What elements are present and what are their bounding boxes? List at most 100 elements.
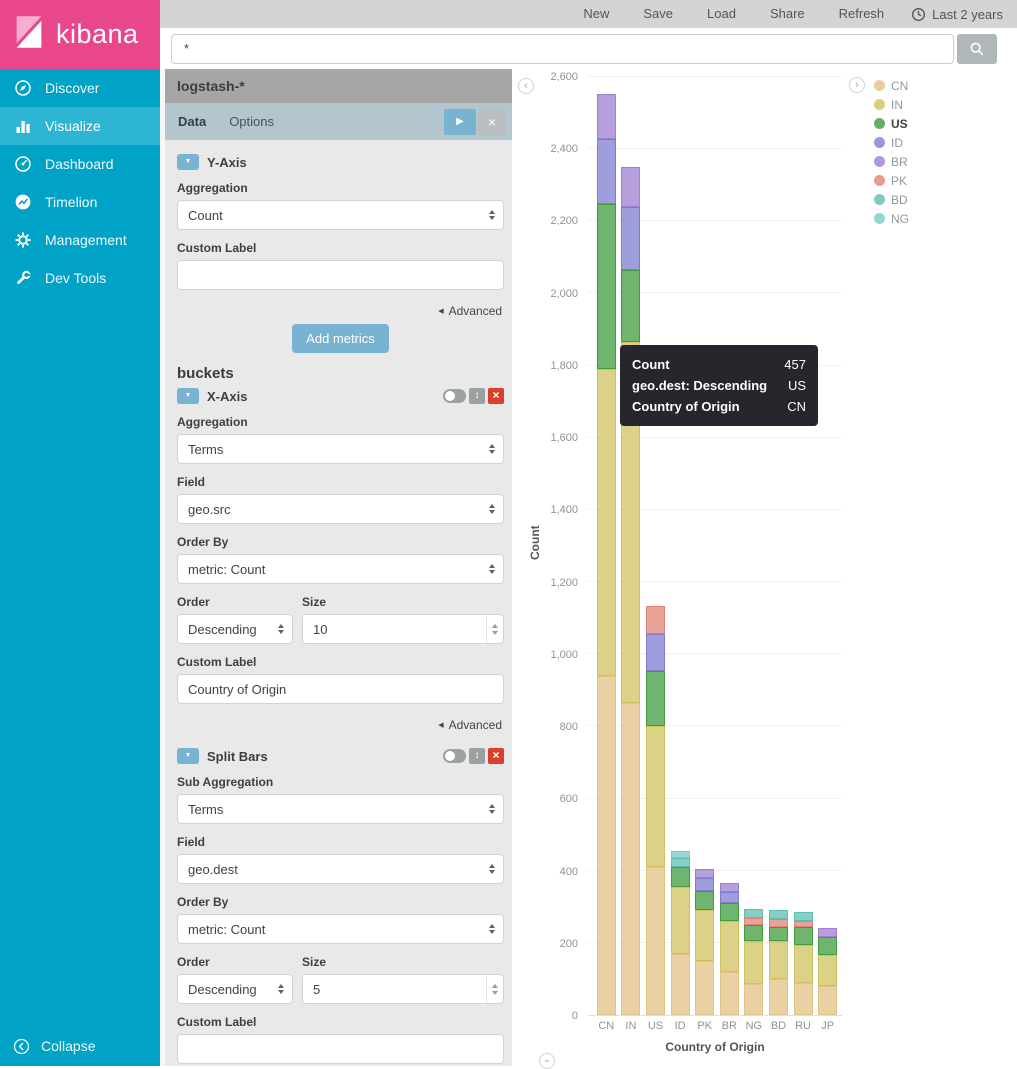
bar-segment-JP-CN[interactable] [818,986,838,1015]
bar-segment-CN-IN[interactable] [596,369,616,676]
bar-segment-RU-BD[interactable] [793,912,813,922]
bar-segment-PK-IN[interactable] [695,910,715,961]
bar-segment-RU-IN[interactable] [793,944,813,983]
bar-segment-PK-BR[interactable] [695,868,715,878]
split-bars-custom-label-input[interactable] [177,1034,504,1064]
split-bars-field-select[interactable]: geo.dest [177,854,504,884]
bar-segment-JP-BR[interactable] [818,928,838,938]
x-axis-size-input[interactable] [302,614,504,644]
sidebar-item-management[interactable]: Management [0,221,160,259]
bar-segment-BD-PK[interactable] [768,919,788,927]
sidebar-item-timelion[interactable]: Timelion [0,183,160,221]
bar-segment-CN-BR[interactable] [596,94,616,140]
split-bars-order-select[interactable]: Descending [177,974,293,1004]
bar-segment-NG-PK[interactable] [744,917,764,925]
chevron-down-icon[interactable]: ▼ [177,748,199,764]
bar-segment-ID-CN[interactable] [670,953,690,1015]
discard-changes-button[interactable]: × [478,108,506,135]
bar-segment-ID-IN[interactable] [670,886,690,954]
bar-segment-ID-NG[interactable] [670,850,690,859]
disable-agg-toggle[interactable] [443,389,466,403]
disable-agg-toggle[interactable] [443,749,466,763]
reorder-agg-icon[interactable]: ↕ [469,748,485,764]
search-input[interactable] [171,33,954,64]
bar-segment-ID-US[interactable] [670,867,690,887]
topnav-new[interactable]: New [583,6,610,21]
y-axis-advanced-toggle[interactable]: ◀ Advanced [179,304,502,318]
bar-segment-US-PK[interactable] [645,605,665,635]
legend-item-PK[interactable]: PK [874,171,909,190]
bar-segment-PK-ID[interactable] [695,877,715,891]
number-spinner-icon[interactable] [486,975,503,1003]
x-axis-order-by-select[interactable]: metric: Count [177,554,504,584]
sidebar-item-discover[interactable]: Discover [0,69,160,107]
split-bars-order-by-select[interactable]: metric: Count [177,914,504,944]
legend-item-CN[interactable]: CN [874,76,909,95]
bar-segment-US-CN[interactable] [645,867,665,1015]
collapse-config-chevron[interactable]: ‹ [518,78,534,94]
apply-changes-button[interactable]: ▶ [444,108,476,135]
bar-segment-ID-BD[interactable] [670,858,690,868]
split-bars-aggregation-select[interactable]: Terms [177,794,504,824]
split-bars-size-input[interactable] [302,974,504,1004]
bar-segment-NG-IN[interactable] [744,941,764,985]
legend-collapse-chevron[interactable]: › [849,77,865,93]
bar-segment-US-US[interactable] [645,670,665,727]
kibana-logo[interactable]: kibana [0,0,160,69]
bar-segment-BR-ID[interactable] [719,892,739,904]
x-axis-aggregation-select[interactable]: Terms [177,434,504,464]
legend-item-ID[interactable]: ID [874,133,909,152]
x-axis-advanced-toggle[interactable]: ◀ Advanced [179,718,502,732]
bar-segment-BD-IN[interactable] [768,941,788,979]
scroll-up-chevron[interactable]: › [539,1053,555,1069]
bar-segment-CN-US[interactable] [596,204,616,370]
bar-segment-US-ID[interactable] [645,634,665,671]
bar-segment-BD-US[interactable] [768,926,788,942]
x-axis-order-select[interactable]: Descending [177,614,293,644]
topnav-refresh[interactable]: Refresh [838,6,885,21]
topnav-load[interactable]: Load [707,6,736,21]
bar-segment-BR-US[interactable] [719,903,739,922]
bar-segment-PK-CN[interactable] [695,960,715,1015]
bar-segment-NG-BD[interactable] [744,908,764,918]
bar-segment-US-IN[interactable] [645,726,665,868]
tab-data[interactable]: Data [178,114,207,129]
bar-segment-NG-CN[interactable] [744,984,764,1015]
topnav-share[interactable]: Share [769,6,805,21]
config-form[interactable]: ▼ Y-Axis Aggregation Count Custom Label … [165,140,512,1066]
sidebar-item-visualize[interactable]: Visualize [0,107,160,145]
bar-segment-RU-CN[interactable] [793,982,813,1015]
remove-agg-button[interactable]: × [488,748,504,764]
sidebar-item-dev-tools[interactable]: Dev Tools [0,259,160,297]
chevron-down-icon[interactable]: ▼ [177,388,199,404]
legend-item-BR[interactable]: BR [874,152,909,171]
bar-segment-IN-IN[interactable] [621,342,641,703]
sidebar-item-dashboard[interactable]: Dashboard [0,145,160,183]
remove-agg-button[interactable]: × [488,388,504,404]
bar-segment-BR-CN[interactable] [719,971,739,1015]
topnav-save[interactable]: Save [643,6,674,21]
bar-segment-IN-BR[interactable] [621,167,641,207]
bar-segment-RU-PK[interactable] [793,921,813,927]
sidebar-collapse-button[interactable]: Collapse [0,1026,160,1066]
bar-segment-IN-ID[interactable] [621,206,641,271]
bar-segment-PK-US[interactable] [695,890,715,911]
bar-segment-CN-CN[interactable] [596,675,616,1015]
x-axis-custom-label-input[interactable] [177,674,504,704]
bar-segment-JP-US[interactable] [818,937,838,956]
bar-segment-IN-US[interactable] [621,270,641,343]
y-axis-custom-label-input[interactable] [177,260,504,290]
chevron-down-icon[interactable]: ▼ [177,154,199,170]
bar-segment-BD-BD[interactable] [768,910,788,920]
add-metrics-button[interactable]: Add metrics [292,324,389,353]
legend-item-BD[interactable]: BD [874,190,909,209]
x-axis-field-select[interactable]: geo.src [177,494,504,524]
legend-item-NG[interactable]: NG [874,209,909,228]
legend-item-IN[interactable]: IN [874,95,909,114]
bar-segment-RU-US[interactable] [793,926,813,945]
bar-segment-BR-IN[interactable] [719,921,739,972]
tab-options[interactable]: Options [229,114,274,129]
bar-segment-JP-IN[interactable] [818,955,838,987]
bar-segment-IN-CN[interactable] [621,702,641,1015]
bar-segment-BR-BR[interactable] [719,883,739,893]
